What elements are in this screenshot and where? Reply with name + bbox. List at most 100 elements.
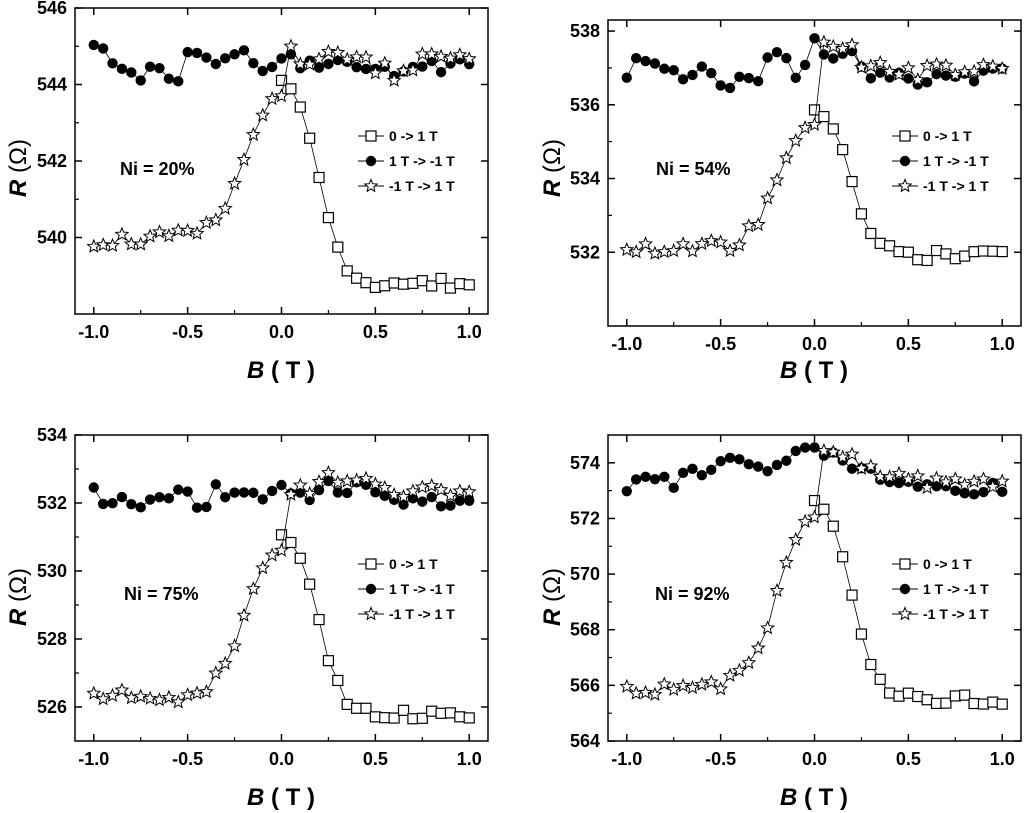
star-marker [302,485,318,500]
star-marker [114,226,130,241]
chart-panel-3: -1.0 -0.5 0.0 0.5 1.0 526 528 530 532 534 B ( T ) R… [5,425,489,811]
x-axis-symbol: B [247,784,264,811]
circle-marker [771,47,783,58]
circle-marker [959,488,970,499]
x-tick-label: -0.5 [705,334,736,354]
star-marker [264,90,280,106]
star-marker [825,444,841,459]
square-marker [902,687,914,699]
star-marker [647,686,663,701]
x-tick-label: 0.5 [896,749,921,769]
star-marker [386,486,402,502]
circle-marker [342,487,353,499]
y-tick-label: 574 [570,453,600,473]
star-marker [424,477,440,493]
star-marker [152,692,167,707]
circle-marker [97,43,109,54]
star-marker [703,674,719,689]
circle-marker [323,58,334,70]
star-marker [320,464,336,480]
square-marker [322,655,335,667]
square-marker [388,712,400,724]
star-marker [133,236,149,251]
square-marker [818,110,830,123]
square-marker [275,529,288,541]
square-marker [930,244,943,257]
star-marker [628,685,644,700]
star-marker [685,243,700,258]
star-marker [656,676,672,691]
y-tick-label: 532 [37,493,67,513]
square-marker [987,696,999,708]
star-marker [731,662,747,677]
square-marker [313,613,325,626]
square-marker [883,240,896,252]
composition-label: Ni = 92% [655,584,730,604]
star-marker [788,132,804,148]
circle-marker [435,501,447,512]
circle-marker [828,53,839,64]
circle-marker [640,55,651,67]
y-tick-label: 532 [570,242,600,262]
circle-marker [781,455,792,466]
square-marker [365,130,377,142]
circle-marker [818,49,830,60]
circle-marker [201,501,212,513]
circle-marker [219,491,231,503]
star-marker [694,676,710,691]
square-marker [837,144,849,156]
circle-marker [201,52,212,63]
square-marker [808,494,821,507]
x-axis-symbol: B [780,784,797,811]
square-marker [827,123,839,135]
star-marker [947,471,963,486]
square-marker [454,278,466,290]
square-marker [940,697,952,709]
square-marker [463,712,475,724]
star-marker [386,72,402,87]
circle-marker [997,486,1008,498]
square-marker [912,690,924,703]
star-marker [778,554,794,569]
star-marker [443,487,458,502]
legend-label: 0 -> 1 T [923,128,972,144]
star-marker [957,477,973,492]
y-tick-label: 546 [37,0,67,18]
legend-label: 1 T -> -1 T [389,581,455,597]
star-marker [95,237,111,252]
circle-marker [266,485,278,497]
square-marker [379,280,391,292]
circle-marker [173,484,184,495]
circle-marker [668,482,679,494]
square-marker [360,702,372,714]
circle-marker [88,482,99,493]
circle-marker [257,494,268,505]
star-marker [897,178,913,193]
square-marker [846,589,858,601]
circle-marker [332,487,344,498]
star-marker [656,244,672,259]
circle-marker [706,464,717,476]
square-marker [369,711,381,723]
circle-marker [931,481,942,492]
star-marker [283,486,299,501]
circle-marker [257,65,268,77]
circle-marker [107,58,118,69]
star-marker [863,58,879,73]
star-marker [628,244,644,259]
square-marker [275,74,288,86]
square-marker [463,279,475,291]
circle-marker [116,63,128,75]
square-marker [893,690,905,702]
star-marker [760,620,776,635]
circle-marker [248,487,259,498]
star-marker [872,54,888,70]
circle-marker [370,487,381,498]
star-marker [264,547,280,562]
star-marker [882,63,898,78]
star-marker [713,681,729,696]
star-marker [844,37,860,52]
square-marker [865,658,877,671]
star-marker [666,243,682,258]
circle-marker [790,72,801,83]
